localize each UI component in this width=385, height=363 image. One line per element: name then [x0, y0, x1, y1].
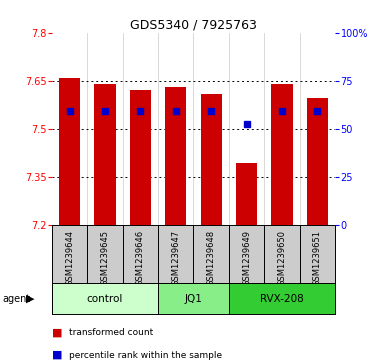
- Text: ■: ■: [52, 327, 62, 337]
- Text: GSM1239645: GSM1239645: [100, 230, 110, 286]
- Text: GSM1239646: GSM1239646: [136, 230, 145, 286]
- Bar: [158, 283, 229, 314]
- Text: control: control: [87, 294, 123, 303]
- Text: GSM1239650: GSM1239650: [277, 230, 286, 286]
- Bar: [94, 84, 116, 225]
- Text: ■: ■: [52, 350, 62, 360]
- Bar: [130, 90, 151, 225]
- Text: GSM1239644: GSM1239644: [65, 230, 74, 286]
- Bar: [236, 163, 257, 225]
- Text: agent: agent: [2, 294, 30, 303]
- Bar: [52, 283, 158, 314]
- Title: GDS5340 / 7925763: GDS5340 / 7925763: [130, 19, 257, 32]
- Text: GSM1239649: GSM1239649: [242, 230, 251, 286]
- Text: RVX-208: RVX-208: [260, 294, 304, 303]
- Text: GSM1239648: GSM1239648: [207, 230, 216, 286]
- Bar: [306, 98, 328, 225]
- Text: JQ1: JQ1: [184, 294, 203, 303]
- Bar: [201, 94, 222, 225]
- Text: GSM1239647: GSM1239647: [171, 230, 180, 286]
- Text: ▶: ▶: [26, 294, 35, 303]
- Bar: [165, 87, 186, 225]
- Bar: [229, 283, 335, 314]
- Bar: [59, 78, 80, 225]
- Text: GSM1239651: GSM1239651: [313, 230, 322, 286]
- Bar: [271, 84, 293, 225]
- Text: transformed count: transformed count: [69, 328, 154, 337]
- Text: percentile rank within the sample: percentile rank within the sample: [69, 351, 223, 359]
